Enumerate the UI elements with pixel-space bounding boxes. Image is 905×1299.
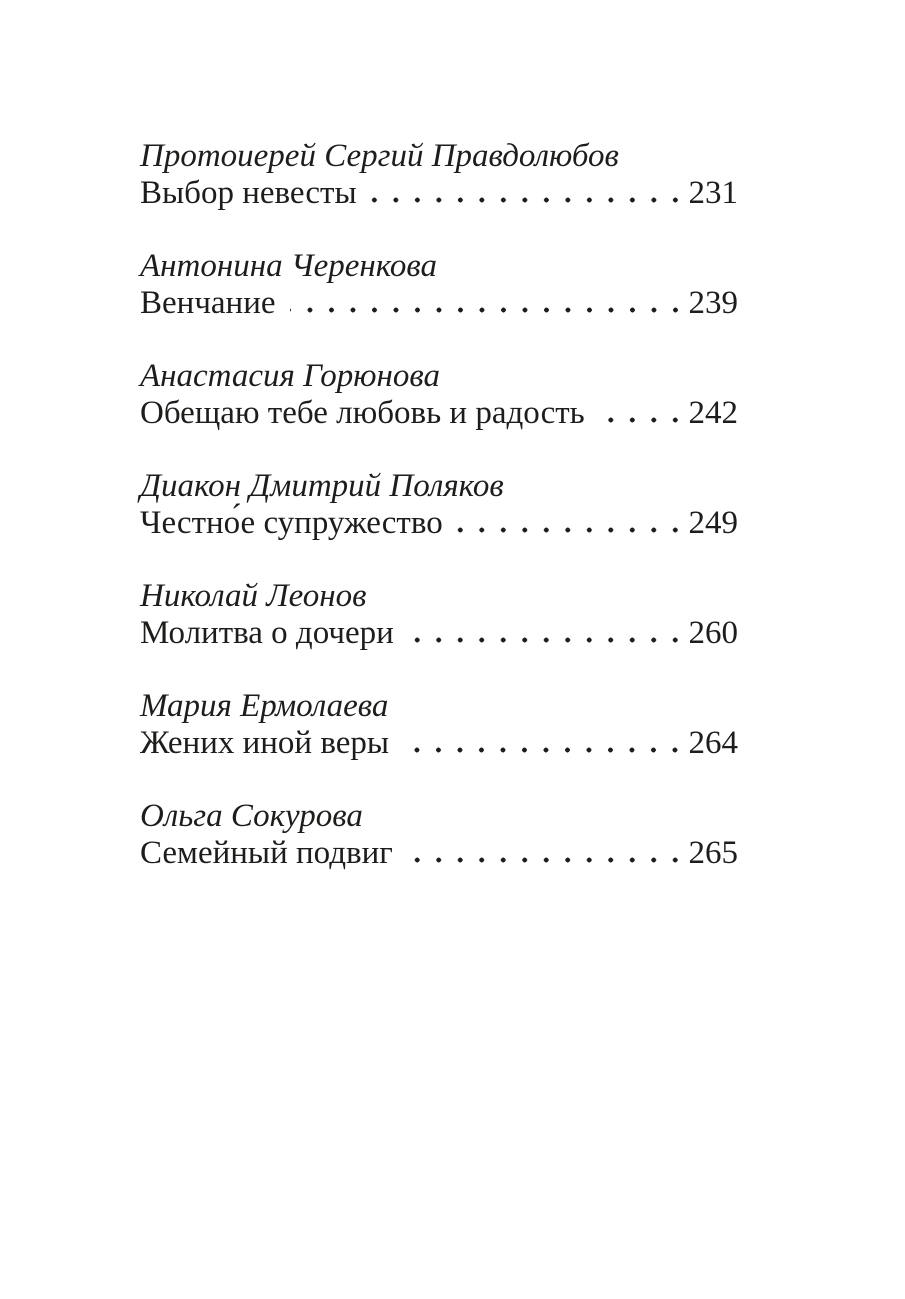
dot-leader	[456, 527, 679, 533]
toc-entry: Ольга Сокурова Семейный подвиг 265	[140, 798, 738, 872]
toc-entry: Николай Леонов Молитва о дочери 260	[140, 578, 738, 652]
toc-entry: Протоиерей Сергий Правдолюбов Выбор неве…	[140, 138, 738, 212]
toc-title: Семейный подвиг	[140, 835, 393, 871]
toc-author: Диакон Дмитрий Поляков	[140, 468, 504, 504]
toc-title-line: Молитва о дочери 260	[140, 615, 738, 652]
toc-title: Обещаю тебе любовь и радость	[140, 395, 585, 431]
dot-leader	[598, 417, 679, 423]
toc-page-number: 264	[688, 725, 739, 761]
toc-title-line: Семейный подвиг 265	[140, 835, 738, 872]
table-of-contents: Протоиерей Сергий Правдолюбов Выбор неве…	[140, 138, 738, 908]
toc-author: Николай Леонов	[140, 578, 367, 614]
dot-leader	[406, 857, 679, 863]
dot-leader	[407, 637, 679, 643]
toc-title-line: Венчание 239	[140, 285, 738, 322]
toc-title: Жених иной веры	[140, 725, 390, 761]
toc-page-number: 265	[688, 835, 739, 871]
toc-page-number: 231	[688, 175, 739, 211]
toc-title: Честно́е супружество	[140, 505, 443, 541]
dot-leader	[289, 307, 679, 313]
toc-author: Ольга Сокурова	[140, 798, 363, 834]
toc-title: Молитва о дочери	[140, 615, 394, 651]
toc-entry: Анастасия Горюнова Обещаю тебе любовь и …	[140, 358, 738, 432]
toc-title: Венчание	[140, 285, 276, 321]
toc-page-number: 249	[688, 505, 739, 541]
toc-author: Мария Ермолаева	[140, 688, 389, 724]
toc-author: Антонина Черенкова	[140, 248, 438, 284]
toc-title-line: Честно́е супружество 249	[140, 505, 738, 542]
toc-entry: Мария Ермолаева Жених иной веры 264	[140, 688, 738, 762]
dot-leader	[403, 747, 679, 753]
toc-title: Выбор невесты	[140, 175, 357, 211]
toc-title-line: Обещаю тебе любовь и радость 242	[140, 395, 738, 432]
toc-page-number: 242	[688, 395, 739, 431]
toc-author: Анастасия Горюнова	[140, 358, 440, 394]
toc-page-number: 239	[688, 285, 739, 321]
dot-leader	[370, 197, 679, 203]
toc-title-line: Жених иной веры 264	[140, 725, 738, 762]
toc-page-number: 260	[688, 615, 739, 651]
toc-author: Протоиерей Сергий Правдолюбов	[140, 138, 619, 174]
toc-entry: Диакон Дмитрий Поляков Честно́е супружес…	[140, 468, 738, 542]
toc-entry: Антонина Черенкова Венчание 239	[140, 248, 738, 322]
toc-title-line: Выбор невесты 231	[140, 175, 738, 212]
